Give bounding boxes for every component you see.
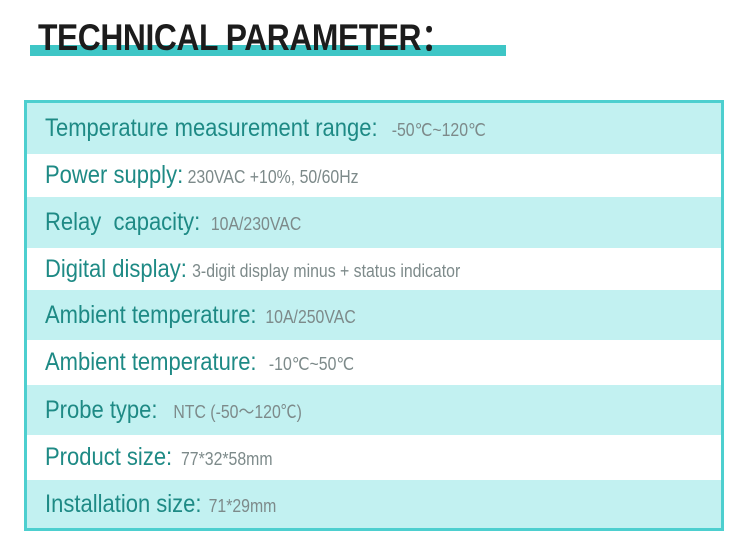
table-row: Probe type: NTC (-50～120℃) xyxy=(27,385,721,435)
row-value: 10A/250VAC xyxy=(265,306,356,327)
row-value: 10A/230VAC xyxy=(210,214,302,234)
row-label: Power supply: xyxy=(45,161,184,189)
row-value: -10℃~50℃ xyxy=(268,354,355,374)
table-row: Digital display: 3-digit display minus + … xyxy=(27,248,721,290)
row-label: Product size: xyxy=(45,443,173,471)
table-row: Relay capacity: 10A/230VAC xyxy=(27,197,721,248)
row-label: Relay capacity: xyxy=(45,208,201,236)
row-value: 77*32*58mm xyxy=(180,449,273,469)
table-row: Installation size: 71*29mm xyxy=(27,480,721,528)
row-label: Digital display: xyxy=(45,254,187,283)
row-value: 3-digit display minus + status indicator xyxy=(192,260,461,281)
table-row: Temperature measurement range: -50℃~120℃ xyxy=(27,103,721,154)
row-value: NTC (-50～120℃) xyxy=(173,401,302,422)
row-label: Ambient temperature: xyxy=(45,348,257,376)
row-value: 230VAC +10%, 50/60Hz xyxy=(187,167,359,187)
page-title: TECHNICAL PARAMETER： xyxy=(38,17,453,58)
row-label: Installation size: xyxy=(45,489,202,518)
table-row: Power supply: 230VAC +10%, 50/60Hz xyxy=(27,154,721,197)
table-row: Ambient temperature: -10℃~50℃ xyxy=(27,340,721,385)
row-label: Probe type: xyxy=(45,395,158,424)
row-label: Temperature measurement range: xyxy=(45,114,378,142)
table-row: Ambient temperature: 10A/250VAC xyxy=(27,290,721,340)
title-underline xyxy=(30,45,506,56)
table-row: Product size: 77*32*58mm xyxy=(27,435,721,480)
row-label: Ambient temperature: xyxy=(45,300,257,329)
section-header: TECHNICAL PARAMETER： xyxy=(30,18,506,58)
parameter-table: Temperature measurement range: -50℃~120℃ … xyxy=(24,100,724,531)
row-value: -50℃~120℃ xyxy=(391,120,486,140)
row-value: 71*29mm xyxy=(208,495,277,516)
